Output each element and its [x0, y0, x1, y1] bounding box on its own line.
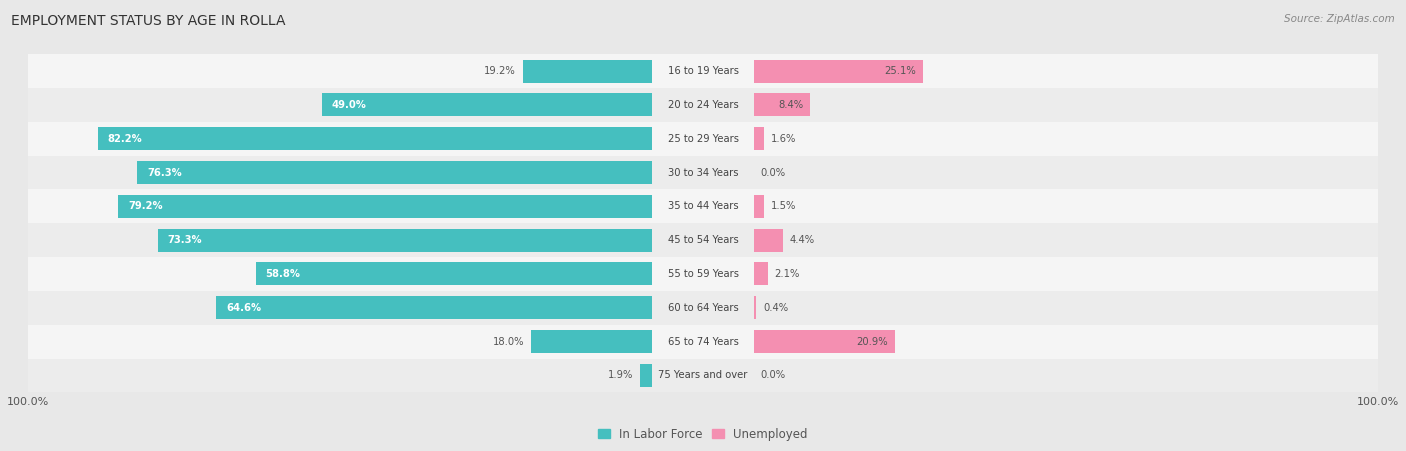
Text: 4.4%: 4.4%: [790, 235, 815, 245]
Bar: [256, 262, 652, 285]
Text: 20 to 24 Years: 20 to 24 Years: [668, 100, 738, 110]
Text: 20.9%: 20.9%: [856, 336, 889, 347]
Text: 0.0%: 0.0%: [761, 370, 786, 381]
Text: 1.5%: 1.5%: [770, 201, 796, 212]
Text: 35 to 44 Years: 35 to 44 Years: [668, 201, 738, 212]
Bar: [754, 127, 765, 150]
Bar: [754, 330, 894, 353]
Bar: [754, 93, 810, 116]
Text: 64.6%: 64.6%: [226, 303, 262, 313]
Text: 82.2%: 82.2%: [108, 133, 142, 144]
Bar: [28, 223, 1378, 257]
Text: EMPLOYMENT STATUS BY AGE IN ROLLA: EMPLOYMENT STATUS BY AGE IN ROLLA: [11, 14, 285, 28]
Text: 8.4%: 8.4%: [779, 100, 804, 110]
Text: 45 to 54 Years: 45 to 54 Years: [668, 235, 738, 245]
Text: 18.0%: 18.0%: [492, 336, 524, 347]
Text: 19.2%: 19.2%: [484, 66, 516, 76]
Bar: [754, 195, 763, 218]
Bar: [118, 195, 652, 218]
Bar: [28, 257, 1378, 291]
Bar: [157, 229, 652, 252]
Text: 55 to 59 Years: 55 to 59 Years: [668, 269, 738, 279]
Text: 58.8%: 58.8%: [266, 269, 301, 279]
Bar: [217, 296, 652, 319]
Bar: [640, 364, 652, 387]
Bar: [28, 54, 1378, 88]
Bar: [28, 359, 1378, 392]
Bar: [28, 189, 1378, 223]
Text: 75 Years and over: 75 Years and over: [658, 370, 748, 381]
Legend: In Labor Force, Unemployed: In Labor Force, Unemployed: [598, 428, 808, 441]
Text: 25 to 29 Years: 25 to 29 Years: [668, 133, 738, 144]
Text: 2.1%: 2.1%: [775, 269, 800, 279]
Text: 30 to 34 Years: 30 to 34 Years: [668, 167, 738, 178]
Bar: [754, 296, 756, 319]
Bar: [28, 325, 1378, 359]
Text: 60 to 64 Years: 60 to 64 Years: [668, 303, 738, 313]
Bar: [138, 161, 652, 184]
Bar: [28, 291, 1378, 325]
Bar: [754, 60, 922, 83]
Bar: [97, 127, 652, 150]
Text: 16 to 19 Years: 16 to 19 Years: [668, 66, 738, 76]
Text: 79.2%: 79.2%: [128, 201, 163, 212]
Bar: [523, 60, 652, 83]
Text: 0.0%: 0.0%: [761, 167, 786, 178]
Bar: [531, 330, 652, 353]
Text: 65 to 74 Years: 65 to 74 Years: [668, 336, 738, 347]
Text: 73.3%: 73.3%: [167, 235, 202, 245]
Text: 49.0%: 49.0%: [332, 100, 367, 110]
Text: 76.3%: 76.3%: [148, 167, 183, 178]
Text: 1.6%: 1.6%: [770, 133, 797, 144]
Bar: [28, 88, 1378, 122]
Bar: [322, 93, 652, 116]
Text: 0.4%: 0.4%: [763, 303, 789, 313]
Text: 25.1%: 25.1%: [884, 66, 917, 76]
Text: 1.9%: 1.9%: [607, 370, 633, 381]
Bar: [754, 229, 783, 252]
Bar: [28, 122, 1378, 156]
Text: Source: ZipAtlas.com: Source: ZipAtlas.com: [1284, 14, 1395, 23]
Bar: [28, 156, 1378, 189]
Bar: [754, 262, 768, 285]
